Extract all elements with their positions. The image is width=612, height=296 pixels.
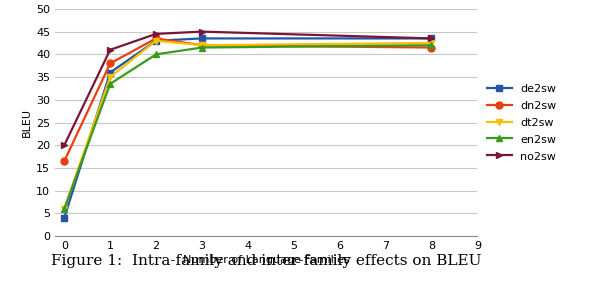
no2sw <box>61 144 68 147</box>
Text: Figure 1:  Intra-family and inter-family effects on BLEU: Figure 1: Intra-family and inter-family … <box>51 254 482 268</box>
de2sw <box>61 216 68 220</box>
Line: de2sw: de2sw <box>61 35 435 221</box>
dt2sw <box>106 75 114 79</box>
Line: dt2sw: dt2sw <box>61 37 435 212</box>
X-axis label: Number of Language Families: Number of Language Families <box>183 255 349 265</box>
no2sw <box>428 37 435 40</box>
Line: dn2sw: dn2sw <box>61 35 435 165</box>
dn2sw <box>428 46 435 49</box>
en2sw <box>152 53 160 56</box>
de2sw <box>198 37 206 40</box>
de2sw <box>428 37 435 40</box>
en2sw <box>428 44 435 47</box>
dn2sw <box>198 44 206 47</box>
dt2sw <box>61 207 68 211</box>
en2sw <box>106 82 114 86</box>
de2sw <box>106 71 114 74</box>
de2sw <box>152 39 160 43</box>
Line: no2sw: no2sw <box>61 28 435 149</box>
dn2sw <box>106 62 114 65</box>
dn2sw <box>152 37 160 40</box>
no2sw <box>152 32 160 36</box>
Y-axis label: BLEU: BLEU <box>22 108 32 137</box>
Line: en2sw: en2sw <box>61 42 435 212</box>
Legend: de2sw, dn2sw, dt2sw, en2sw, no2sw: de2sw, dn2sw, dt2sw, en2sw, no2sw <box>487 83 557 162</box>
no2sw <box>106 48 114 52</box>
en2sw <box>61 207 68 211</box>
en2sw <box>198 46 206 49</box>
dn2sw <box>61 160 68 163</box>
dt2sw <box>428 41 435 45</box>
dt2sw <box>152 39 160 43</box>
dt2sw <box>198 44 206 47</box>
no2sw <box>198 30 206 33</box>
